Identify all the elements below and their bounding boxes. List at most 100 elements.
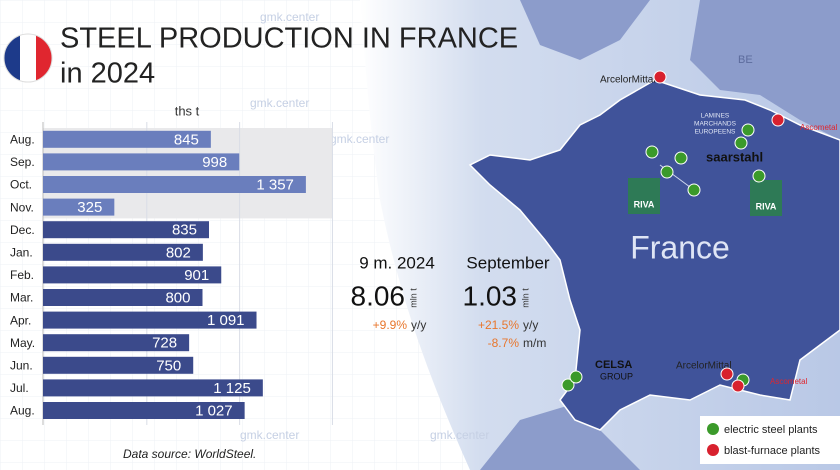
legend-swatch — [707, 423, 719, 435]
value-label: 728 — [152, 335, 177, 352]
blast-furnace-plant — [653, 70, 667, 84]
bar — [43, 334, 190, 352]
bar — [43, 130, 211, 148]
company-label: Ascometal — [800, 123, 838, 132]
bar — [43, 221, 209, 239]
electric-plant — [660, 165, 674, 179]
company-label: EUROPEENS — [695, 129, 736, 136]
category-label: Apr. — [10, 313, 31, 327]
electric-plant — [569, 370, 583, 384]
watermark: gmk.center — [250, 96, 309, 110]
company-label: RIVA — [634, 199, 655, 209]
bar — [43, 198, 115, 216]
company-label: saarstahl — [706, 149, 763, 164]
watermark: gmk.center — [330, 132, 389, 146]
value-label: 750 — [156, 357, 181, 374]
value-label: 802 — [166, 244, 191, 261]
stat-period: 9 m. 2024 — [359, 253, 435, 272]
bar — [43, 243, 203, 261]
electric-plant — [741, 123, 755, 137]
category-label: Jan. — [10, 245, 33, 259]
value-label: 845 — [174, 131, 199, 148]
category-label: May. — [10, 336, 35, 350]
uk-land — [520, 0, 650, 60]
bar — [43, 289, 203, 306]
value-label: 325 — [77, 199, 102, 216]
category-label: Nov. — [10, 200, 34, 214]
watermark: gmk.center — [260, 10, 319, 24]
stat-unit: mln t — [408, 288, 418, 308]
value-label: 800 — [165, 289, 190, 306]
riva-logo — [628, 178, 660, 214]
blast-furnace-plant — [731, 379, 745, 393]
legend-label: electric steel plants — [724, 424, 818, 436]
watermark: gmk.center — [240, 428, 299, 442]
stat-change: -8.7% — [488, 336, 520, 350]
bar — [43, 311, 257, 329]
category-label: Mar. — [10, 291, 33, 305]
source: Data source: WorldSteel. — [123, 447, 256, 461]
electric-plant — [561, 378, 575, 392]
category-label: Dec. — [10, 223, 35, 237]
stat-basis: y/y — [523, 318, 538, 332]
legend-swatch — [707, 444, 719, 456]
watermarks: gmk.center gmk.center gmk.center gmk.cen… — [240, 10, 489, 442]
category-label: Oct. — [10, 178, 32, 192]
bar — [43, 153, 240, 171]
electric-plant — [674, 151, 688, 165]
stat-change: +9.9% — [373, 318, 408, 332]
company-label: LAMINES — [701, 113, 730, 120]
bar-chart: Aug. 845 Sep. 998 Oct. 1 357 Nov. 325 Dec. 835 Jan… — [10, 122, 333, 425]
electric-plant — [645, 145, 659, 159]
stat-basis: m/m — [523, 336, 546, 350]
flag — [3, 33, 53, 83]
blast-furnace-plant — [720, 367, 734, 381]
company-label: Ascometal — [770, 377, 808, 386]
electric-plant — [752, 169, 766, 183]
stat-basis: y/y — [411, 318, 426, 332]
bar — [43, 176, 306, 193]
electric-plant — [687, 183, 701, 197]
electric-plant — [734, 136, 748, 150]
bar — [43, 402, 245, 419]
riva-logo — [750, 180, 782, 216]
category-label: Feb. — [10, 268, 34, 282]
unit-label: ths t — [175, 103, 200, 118]
title-line: in 2024 — [60, 58, 155, 90]
value-label: 1 027 — [195, 402, 233, 419]
category-label: Aug. — [10, 132, 35, 146]
legend-box — [700, 416, 840, 464]
category-label: Aug. — [10, 404, 35, 418]
company-label: MARCHANDS — [694, 121, 737, 128]
company-label: ArcelorMittal — [600, 75, 656, 86]
company-label: CELSA — [595, 359, 632, 371]
plants — [561, 70, 785, 393]
company-label: RIVA — [756, 201, 777, 211]
title-line: STEEL PRODUCTION IN FRANCE — [60, 23, 518, 55]
blast-furnace-plant — [771, 113, 785, 127]
value-label: 1 125 — [213, 380, 251, 397]
country-label: France — [630, 229, 730, 265]
value-label: 835 — [172, 222, 197, 239]
company-label: GROUP — [600, 371, 633, 381]
value-label: 1 357 — [256, 176, 294, 193]
stat-value: 8.06 — [351, 280, 406, 311]
neighbor-label: BE — [738, 54, 753, 66]
category-label: Sep. — [10, 155, 35, 169]
stat-change: +21.5% — [478, 318, 519, 332]
benelux-land — [690, 0, 840, 140]
value-label: 901 — [184, 267, 209, 284]
france-land — [468, 79, 840, 431]
stat-unit: mln t — [520, 288, 530, 308]
category-label: Jun. — [10, 358, 33, 372]
legend-label: blast-furnace plants — [724, 445, 820, 457]
category-label: Jul. — [10, 381, 29, 395]
stat-period: September — [466, 253, 549, 272]
bar — [43, 379, 263, 397]
bar — [43, 266, 222, 284]
value-label: 998 — [202, 154, 227, 171]
iberia-land — [480, 405, 640, 470]
watermark: gmk.center — [430, 428, 489, 442]
